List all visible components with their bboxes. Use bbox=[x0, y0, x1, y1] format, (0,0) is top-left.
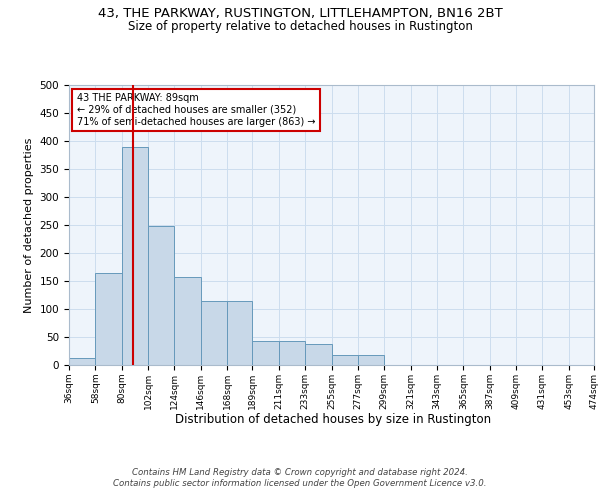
Bar bbox=[175, 277, 201, 365]
Bar bbox=[279, 341, 305, 365]
Text: Size of property relative to detached houses in Rustington: Size of property relative to detached ho… bbox=[128, 20, 472, 33]
Text: Contains HM Land Registry data © Crown copyright and database right 2024.
Contai: Contains HM Land Registry data © Crown c… bbox=[113, 468, 487, 487]
Bar bbox=[122, 146, 148, 365]
Y-axis label: Number of detached properties: Number of detached properties bbox=[24, 138, 34, 312]
Bar bbox=[69, 358, 95, 365]
Text: 43 THE PARKWAY: 89sqm
← 29% of detached houses are smaller (352)
71% of semi-det: 43 THE PARKWAY: 89sqm ← 29% of detached … bbox=[77, 94, 316, 126]
Bar bbox=[201, 300, 227, 365]
Text: 43, THE PARKWAY, RUSTINGTON, LITTLEHAMPTON, BN16 2BT: 43, THE PARKWAY, RUSTINGTON, LITTLEHAMPT… bbox=[98, 8, 502, 20]
Bar bbox=[331, 355, 358, 365]
Bar bbox=[305, 344, 332, 365]
Bar bbox=[148, 226, 175, 365]
Bar bbox=[358, 355, 384, 365]
Bar bbox=[253, 341, 279, 365]
Text: Distribution of detached houses by size in Rustington: Distribution of detached houses by size … bbox=[175, 412, 491, 426]
Bar bbox=[95, 272, 122, 365]
Bar bbox=[227, 300, 253, 365]
